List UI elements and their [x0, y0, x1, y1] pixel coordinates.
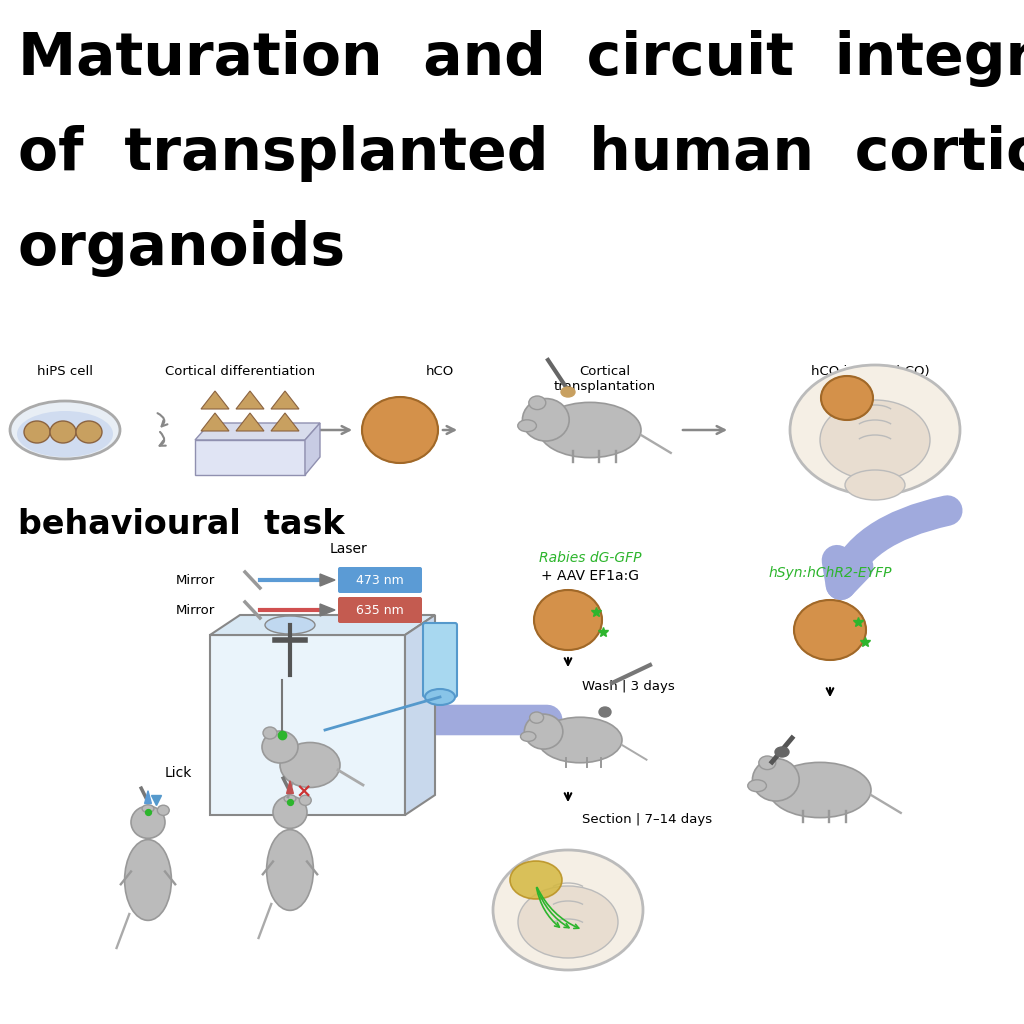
Ellipse shape	[265, 616, 315, 634]
Ellipse shape	[820, 400, 930, 480]
Ellipse shape	[524, 714, 563, 750]
Ellipse shape	[158, 805, 169, 815]
Polygon shape	[201, 391, 229, 409]
Polygon shape	[201, 413, 229, 431]
Text: ×: ×	[296, 782, 312, 802]
Ellipse shape	[284, 795, 296, 803]
Text: hCO: hCO	[426, 365, 454, 378]
Ellipse shape	[76, 421, 102, 443]
Ellipse shape	[821, 376, 873, 420]
Text: Cortical differentiation: Cortical differentiation	[165, 365, 315, 378]
FancyBboxPatch shape	[423, 623, 457, 697]
Ellipse shape	[775, 746, 790, 757]
Ellipse shape	[362, 397, 438, 463]
Ellipse shape	[280, 742, 340, 787]
Polygon shape	[319, 604, 335, 616]
Text: Cortical
transplantation: Cortical transplantation	[554, 365, 656, 393]
Polygon shape	[236, 391, 264, 409]
Ellipse shape	[529, 712, 544, 723]
Ellipse shape	[769, 763, 871, 817]
Ellipse shape	[534, 590, 602, 650]
FancyBboxPatch shape	[338, 567, 422, 593]
Text: Maturation  and  circuit  integration: Maturation and circuit integration	[18, 30, 1024, 87]
Polygon shape	[195, 440, 305, 475]
Ellipse shape	[125, 840, 171, 921]
Text: hiPS cell: hiPS cell	[37, 365, 93, 378]
Ellipse shape	[753, 759, 799, 801]
Ellipse shape	[17, 411, 113, 457]
Ellipse shape	[538, 717, 622, 763]
Ellipse shape	[10, 401, 120, 459]
Text: Don’t lick: Don’t lick	[302, 756, 368, 770]
FancyBboxPatch shape	[338, 597, 422, 623]
Ellipse shape	[262, 731, 298, 763]
Polygon shape	[319, 574, 335, 586]
Text: Section | 7–14 days: Section | 7–14 days	[582, 813, 712, 826]
Ellipse shape	[510, 861, 562, 899]
Ellipse shape	[561, 387, 575, 397]
Ellipse shape	[790, 365, 961, 495]
Ellipse shape	[539, 402, 641, 458]
Text: of  transplanted  human  cortical: of transplanted human cortical	[18, 125, 1024, 182]
Ellipse shape	[263, 727, 278, 739]
FancyBboxPatch shape	[210, 635, 406, 815]
Polygon shape	[305, 423, 319, 475]
Text: Mirror: Mirror	[176, 603, 215, 616]
Text: 473 nm: 473 nm	[356, 573, 403, 587]
Ellipse shape	[522, 398, 569, 441]
Polygon shape	[271, 391, 299, 409]
Polygon shape	[195, 423, 319, 440]
Ellipse shape	[273, 796, 307, 828]
Polygon shape	[287, 780, 294, 794]
Text: Wash | 3 days: Wash | 3 days	[582, 680, 675, 693]
Text: 635 nm: 635 nm	[356, 603, 403, 616]
Text: hCO in S1 (t-hCO): hCO in S1 (t-hCO)	[811, 365, 930, 378]
Ellipse shape	[24, 421, 50, 443]
Ellipse shape	[599, 707, 611, 717]
Text: hSyn:hChR2-EYFP: hSyn:hChR2-EYFP	[768, 566, 892, 580]
Ellipse shape	[794, 600, 866, 660]
Text: organoids: organoids	[18, 220, 346, 278]
Ellipse shape	[131, 806, 165, 839]
Ellipse shape	[520, 731, 536, 741]
Polygon shape	[271, 413, 299, 431]
Text: Laser: Laser	[330, 542, 368, 556]
Text: behavioural  task: behavioural task	[18, 508, 344, 541]
Ellipse shape	[142, 805, 154, 812]
Ellipse shape	[528, 396, 546, 410]
Ellipse shape	[748, 780, 766, 792]
Polygon shape	[210, 615, 435, 635]
Ellipse shape	[50, 421, 76, 443]
Ellipse shape	[518, 886, 618, 958]
Ellipse shape	[518, 420, 537, 432]
Polygon shape	[144, 791, 152, 804]
Text: Mirror: Mirror	[176, 573, 215, 587]
Ellipse shape	[425, 689, 455, 705]
Ellipse shape	[493, 850, 643, 970]
Ellipse shape	[845, 470, 905, 500]
Text: Lick: Lick	[164, 766, 191, 780]
Polygon shape	[236, 413, 264, 431]
Ellipse shape	[266, 829, 313, 910]
Polygon shape	[406, 615, 435, 815]
Text: Rabies dG-GFP: Rabies dG-GFP	[539, 551, 641, 565]
Ellipse shape	[299, 796, 311, 806]
Ellipse shape	[759, 756, 776, 770]
Text: + AAV EF1a:G: + AAV EF1a:G	[541, 569, 639, 583]
